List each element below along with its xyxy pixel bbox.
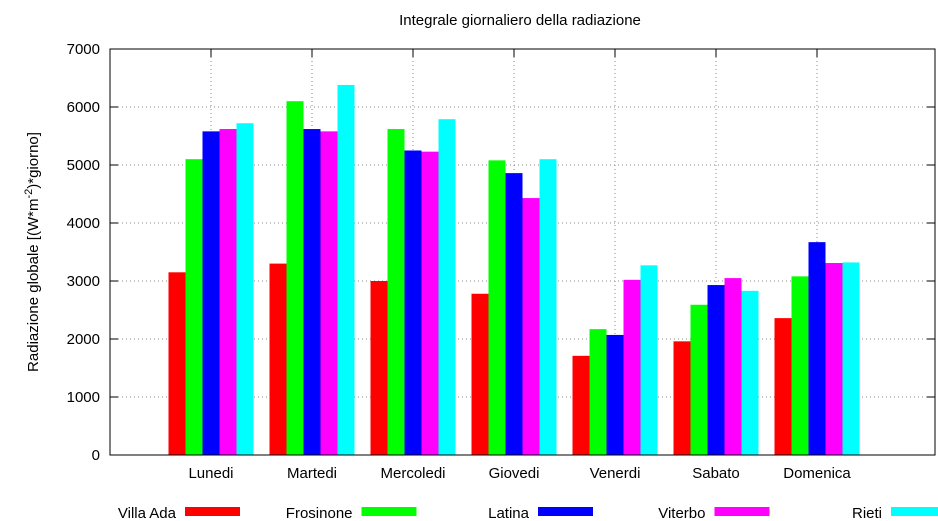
bar xyxy=(337,84,355,456)
bar xyxy=(471,293,489,455)
y-tick-label: 3000 xyxy=(67,273,100,290)
legend-swatch xyxy=(891,507,938,516)
bar xyxy=(741,290,759,455)
y-label-part: )*giorno] xyxy=(25,132,42,189)
y-label-superscript: -2 xyxy=(23,189,35,199)
legend-label: Villa Ada xyxy=(118,505,177,521)
bar xyxy=(488,160,506,456)
x-tick-label: Domenica xyxy=(783,465,851,482)
legend-label: Viterbo xyxy=(658,505,705,521)
bar xyxy=(623,279,641,455)
bar xyxy=(269,263,287,455)
y-tick-label: 2000 xyxy=(67,331,100,348)
bar xyxy=(690,304,708,455)
bar xyxy=(673,341,691,455)
bar xyxy=(421,151,439,455)
chart-title: Integrale giornaliero della radiazione xyxy=(399,12,641,29)
bar xyxy=(522,198,540,455)
bar xyxy=(505,173,523,455)
bar xyxy=(286,101,304,455)
bar xyxy=(236,123,254,456)
plot-border xyxy=(109,48,936,456)
y-tick-label: 7000 xyxy=(67,41,100,58)
bar xyxy=(320,131,338,456)
bar xyxy=(774,318,792,455)
legend-label: Frosinone xyxy=(286,505,353,521)
legend-label: Latina xyxy=(488,505,530,521)
bar xyxy=(707,285,725,455)
x-tick-label: Giovedi xyxy=(489,465,540,482)
legend-swatch xyxy=(538,507,593,516)
y-axis-label: Radiazione globale [(W*m-2)*giorno] xyxy=(23,132,42,372)
y-tick-label: 6000 xyxy=(67,99,100,116)
bar xyxy=(168,272,186,455)
x-tick-label: Lunedi xyxy=(188,465,233,482)
x-tick-label: Martedi xyxy=(287,465,337,482)
legend-swatch xyxy=(185,507,240,516)
y-label-part: Radiazione globale [(W*m xyxy=(25,199,42,372)
bar xyxy=(791,276,809,455)
x-tick-label: Sabato xyxy=(692,465,740,482)
y-tick-label: 0 xyxy=(92,447,100,464)
bar xyxy=(185,159,203,455)
bar xyxy=(370,281,388,455)
bar xyxy=(438,119,456,456)
bar xyxy=(572,355,590,455)
bar xyxy=(539,159,557,455)
bar xyxy=(640,265,658,455)
bar xyxy=(825,263,843,455)
bar xyxy=(404,150,422,455)
bar xyxy=(303,129,321,456)
bar xyxy=(808,242,826,455)
bar xyxy=(202,131,220,456)
bar xyxy=(724,278,742,455)
legend-swatch xyxy=(714,507,770,516)
bar xyxy=(219,129,237,456)
y-tick-label: 5000 xyxy=(67,157,100,174)
x-tick-label: Venerdi xyxy=(590,465,641,482)
y-tick-label: 1000 xyxy=(67,389,100,406)
bar xyxy=(842,262,860,455)
y-tick-label: 4000 xyxy=(67,215,100,232)
bar xyxy=(387,129,405,456)
legend-label: Rieti xyxy=(852,505,882,521)
bar xyxy=(606,334,624,455)
bar xyxy=(589,329,607,455)
legend-swatch xyxy=(361,507,417,516)
x-tick-label: Mercoledi xyxy=(380,465,445,482)
